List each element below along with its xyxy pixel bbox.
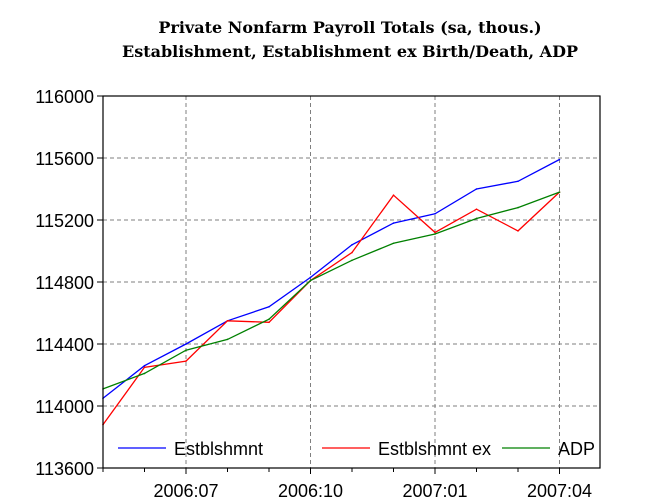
data-point	[185, 343, 187, 345]
data-point	[475, 208, 478, 210]
series-layer	[102, 158, 561, 426]
legend-label: Estblshmnt ex	[378, 439, 491, 459]
chart-subtitle: Establishment, Establishment ex Birth/De…	[122, 42, 578, 61]
x-tick-label: 2006:07	[153, 481, 218, 501]
x-tick-label: 2007:01	[402, 481, 467, 501]
data-point	[226, 338, 229, 341]
data-point	[558, 191, 561, 193]
chart-title: Private Nonfarm Payroll Totals (sa, thou…	[158, 18, 542, 37]
data-point	[392, 242, 395, 245]
y-tick-label: 114000	[35, 397, 94, 417]
data-point	[309, 276, 312, 279]
series-line-adp	[102, 191, 560, 390]
legend-label: ADP	[558, 439, 595, 459]
data-point	[392, 194, 395, 196]
data-point	[268, 318, 270, 321]
data-point	[185, 360, 187, 362]
x-tick-label: 2007:04	[527, 481, 592, 501]
grid-lines	[103, 96, 600, 468]
data-point	[558, 158, 561, 161]
data-point	[143, 372, 146, 375]
y-tick-label: 114400	[35, 335, 94, 355]
data-point	[475, 217, 478, 220]
data-point	[143, 366, 146, 369]
data-point	[434, 233, 436, 235]
data-point	[517, 180, 519, 183]
data-point	[351, 251, 353, 254]
y-tick-label: 114800	[35, 273, 94, 293]
data-point	[434, 231, 436, 234]
y-tick-label: 116000	[35, 87, 94, 107]
legend: Estblshmnt Estblshmnt ex ADP	[118, 439, 595, 459]
y-tick-label: 115600	[35, 149, 94, 169]
x-axis-ticks: 2006:07 2006:10 2007:01 2007:04	[102, 468, 592, 501]
series-line-estblshmnt-ex	[102, 191, 560, 425]
legend-label: Estblshmnt	[174, 439, 263, 459]
data-point	[392, 222, 395, 224]
data-point	[185, 349, 187, 352]
data-point	[351, 259, 353, 262]
y-tick-label: 113600	[35, 459, 94, 479]
data-point	[309, 279, 312, 282]
data-point	[143, 364, 146, 367]
data-point	[351, 244, 353, 246]
data-point	[268, 321, 270, 324]
y-axis-ticks: 113600 114000 114400 114800 115200 115600 1160…	[35, 87, 103, 479]
data-point	[475, 188, 478, 190]
y-tick-label: 115200	[35, 211, 94, 231]
data-point	[268, 306, 270, 308]
data-point	[517, 206, 519, 209]
data-point	[226, 319, 229, 322]
x-tick-label: 2006:10	[278, 481, 343, 501]
series-line-estblshmnt	[102, 158, 560, 399]
data-point	[434, 213, 436, 215]
data-point	[517, 230, 519, 232]
